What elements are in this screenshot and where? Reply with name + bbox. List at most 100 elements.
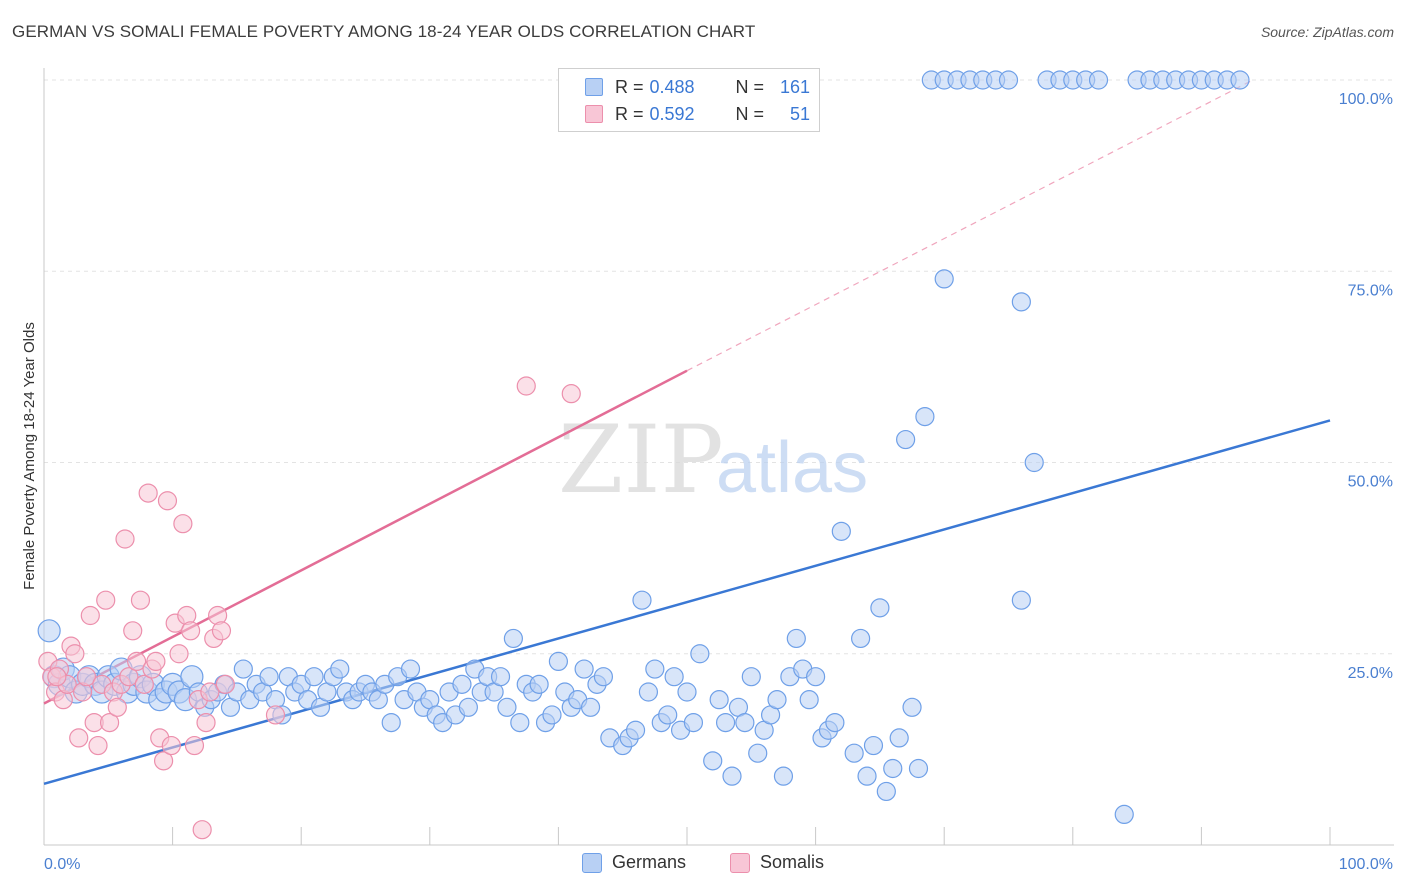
somalis-point	[130, 590, 151, 610]
somalis-point	[200, 682, 220, 702]
y-tick-label: 50.0%	[1348, 474, 1393, 491]
germans-point	[490, 667, 511, 687]
germans-point	[677, 682, 697, 702]
somalis-point	[153, 751, 174, 771]
y-axis-title: Female Poverty Among 18-24 Year Olds	[21, 322, 38, 590]
somalis-point	[138, 483, 158, 503]
legend-item-germans[interactable]: Germans	[581, 852, 686, 873]
x-axis-ticks	[43, 827, 1331, 845]
germans-point	[998, 70, 1019, 90]
germans-point	[304, 667, 324, 687]
germans-point	[703, 751, 723, 771]
somalis-point	[80, 605, 100, 626]
germans-point	[844, 743, 864, 763]
germans-point	[1011, 292, 1031, 312]
somalis-point	[161, 735, 181, 756]
legend-row-germans: R = 0.488 N = 161	[585, 74, 810, 100]
somalis-point	[96, 590, 116, 610]
somalis-point	[76, 667, 97, 687]
somalis-point	[211, 621, 232, 641]
germans-point	[934, 269, 954, 289]
germans-point	[786, 628, 806, 649]
germans-point	[908, 758, 929, 779]
somalis-point	[88, 735, 108, 756]
germans-point	[548, 651, 569, 672]
y-tick-label: 75.0%	[1348, 282, 1393, 299]
germans-point	[715, 712, 736, 733]
germans-point	[748, 743, 768, 763]
somalis-point	[134, 674, 154, 694]
germans-point	[773, 766, 794, 786]
series-legend: Germans Somalis	[0, 852, 1406, 873]
germans-points	[37, 70, 1250, 825]
germans-point	[902, 697, 922, 717]
germans-point	[799, 690, 819, 710]
germans-point	[735, 712, 755, 733]
germans-point	[896, 429, 916, 450]
legend-n-value: 51	[790, 103, 811, 124]
germans-point	[767, 690, 787, 710]
somalis-point	[192, 820, 212, 840]
legend-r-label: R =	[615, 76, 644, 97]
somalis-points	[38, 376, 581, 840]
legend-n-label: N =	[735, 103, 765, 124]
germans-point	[658, 705, 678, 725]
x-tick-label: 0.0%	[44, 856, 80, 873]
somalis-point	[215, 674, 235, 694]
germans-point	[593, 667, 614, 687]
germans-point	[632, 590, 652, 610]
somalis-point	[169, 644, 189, 664]
germans-point	[805, 667, 826, 687]
somalis-point	[146, 651, 166, 672]
somalis-trendline	[43, 369, 688, 705]
germans-point	[851, 628, 871, 649]
germans-point	[889, 728, 909, 748]
somalis-point	[184, 735, 205, 756]
germans-point	[709, 690, 729, 710]
watermark: ZIP atlas	[558, 406, 868, 515]
x-tick-labels: 0.0% 100.0%	[44, 856, 1393, 873]
somalis-point	[65, 644, 85, 664]
somalis-point	[119, 667, 139, 687]
y-tick-labels: 25.0% 50.0% 75.0% 100.0%	[1339, 91, 1393, 682]
grid-lines	[44, 79, 1394, 655]
germans-point	[683, 712, 704, 733]
germans-swatch	[585, 78, 603, 96]
germans-point	[825, 712, 845, 733]
axes	[43, 68, 1394, 846]
germans-point	[458, 697, 478, 717]
germans-point	[741, 667, 761, 687]
germans-point	[625, 720, 646, 740]
somalis-point	[157, 491, 178, 511]
legend-row-somalis: R = 0.592 N = 51	[585, 101, 810, 127]
germans-point	[497, 697, 517, 717]
germans-point	[831, 521, 851, 541]
germans-point	[645, 659, 665, 679]
germans-point	[510, 712, 530, 733]
legend-r-value: 0.488	[649, 76, 695, 97]
germans-point	[638, 682, 659, 702]
germans-point	[529, 674, 549, 694]
germans-point	[259, 667, 279, 687]
y-tick-label: 100.0%	[1339, 91, 1393, 108]
somalis-point	[126, 651, 147, 672]
somalis-point	[107, 697, 127, 717]
germans-point	[233, 659, 253, 679]
germans-point	[863, 735, 884, 756]
germans-point	[330, 659, 350, 679]
germans-point	[400, 659, 421, 679]
x-tick-label: 100.0%	[1339, 856, 1393, 873]
germans-point	[1088, 70, 1109, 90]
somalis-legend-swatch	[730, 852, 750, 873]
y-tick-label: 25.0%	[1348, 665, 1393, 682]
source-label: Source: ZipAtlas.com	[1260, 24, 1394, 40]
germans-point	[381, 712, 401, 733]
somalis-point	[561, 384, 581, 404]
watermark-atlas: atlas	[716, 428, 868, 508]
germans-point	[1230, 70, 1250, 90]
legend-item-somalis[interactable]: Somalis	[730, 852, 824, 873]
germans-point	[664, 667, 684, 687]
somalis-point	[115, 529, 135, 549]
germans-point	[870, 598, 890, 618]
